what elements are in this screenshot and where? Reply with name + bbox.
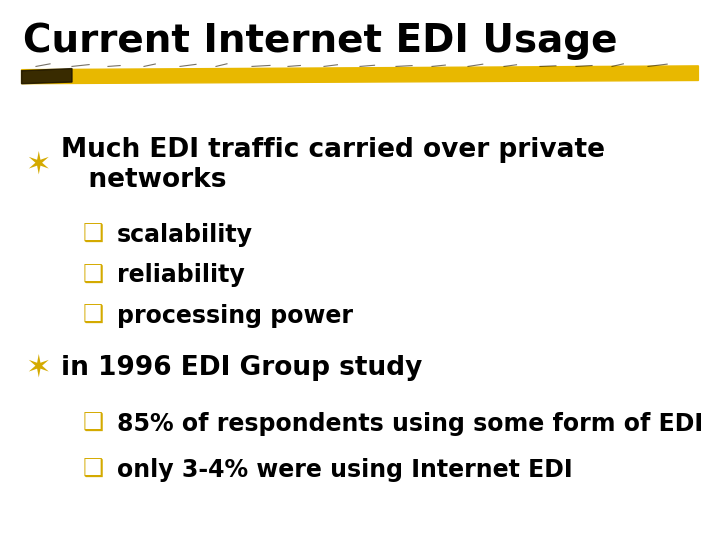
Text: processing power: processing power <box>117 304 353 328</box>
Polygon shape <box>22 66 698 84</box>
Text: ✶: ✶ <box>25 150 50 179</box>
Text: scalability: scalability <box>117 223 253 247</box>
Text: ❑: ❑ <box>83 223 104 247</box>
Text: in 1996 EDI Group study: in 1996 EDI Group study <box>61 355 423 381</box>
Text: ❑: ❑ <box>83 304 104 328</box>
Text: Current Internet EDI Usage: Current Internet EDI Usage <box>23 22 618 59</box>
Text: only 3-4% were using Internet EDI: only 3-4% were using Internet EDI <box>117 458 572 482</box>
Text: Much EDI traffic carried over private
   networks: Much EDI traffic carried over private ne… <box>61 137 606 193</box>
Text: ✶: ✶ <box>25 354 50 383</box>
Text: 85% of respondents using some form of EDI: 85% of respondents using some form of ED… <box>117 412 703 436</box>
Text: ❑: ❑ <box>83 264 104 287</box>
Text: ❑: ❑ <box>83 458 104 482</box>
Polygon shape <box>22 69 72 84</box>
Text: ❑: ❑ <box>83 412 104 436</box>
Text: reliability: reliability <box>117 264 244 287</box>
